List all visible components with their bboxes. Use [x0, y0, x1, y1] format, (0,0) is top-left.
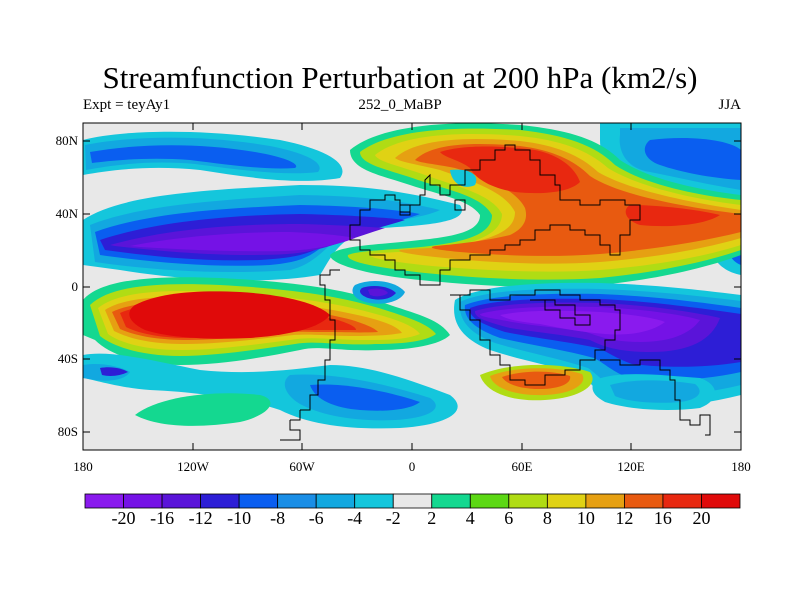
colorbar-swatch	[662, 493, 702, 509]
colorbar-label: 20	[692, 508, 711, 528]
colorbar-label: 2	[427, 508, 437, 528]
colorbar-label: 4	[465, 508, 475, 528]
colorbar-swatch	[161, 493, 201, 509]
x-tick-label-0: 0	[408, 459, 416, 474]
y-tick-label-0: 0	[71, 279, 79, 294]
y-ticks	[83, 140, 741, 433]
streamfunction-field	[83, 123, 741, 450]
continent-outlines	[83, 144, 741, 450]
x-tick-label-120e: 120E	[617, 459, 645, 474]
y-tick-label-40s: 40S	[57, 351, 78, 366]
colorbar-swatch	[701, 493, 741, 509]
x-ticks	[192, 123, 632, 450]
colorbar-label: 6	[504, 508, 514, 528]
colorbar-label: -6	[308, 508, 324, 528]
plot-title: Streamfunction Perturbation at 200 hPa (…	[102, 60, 698, 95]
colorbar-label: -12	[188, 508, 213, 528]
x-tick-label-60w: 60W	[289, 459, 315, 474]
period-label: 252_0_MaBP	[358, 97, 442, 113]
season-label: JJA	[718, 97, 741, 113]
colorbar-label: -4	[347, 508, 363, 528]
x-tick-label-180w: 180	[73, 459, 93, 474]
colorbar-swatch	[238, 493, 279, 509]
colorbar-label: 8	[542, 508, 552, 528]
colorbar-label: 12	[615, 508, 634, 528]
colorbar-swatch	[277, 493, 317, 509]
colorbar-label: -20	[111, 508, 136, 528]
colorbar-label: -8	[270, 508, 286, 528]
colorbar-label: -10	[227, 508, 252, 528]
colorbar-swatch	[84, 493, 124, 509]
y-tick-label-40n: 40N	[55, 206, 78, 221]
colorbar	[84, 493, 741, 509]
x-tick-label-60e: 60E	[511, 459, 533, 474]
colorbar-swatch	[392, 493, 433, 509]
y-tick-label-80n: 80N	[55, 133, 78, 148]
experiment-label: Expt = teyAy1	[83, 97, 171, 113]
colorbar-swatch	[354, 493, 394, 509]
x-tick-label-180e: 180	[731, 459, 751, 474]
colorbar-swatch	[431, 493, 471, 509]
colorbar-label: 10	[576, 508, 595, 528]
colorbar-swatch	[624, 493, 664, 509]
colorbar-swatch	[123, 493, 163, 509]
colorbar-swatch	[546, 493, 587, 509]
x-tick-label-120w: 120W	[177, 459, 209, 474]
colorbar-label: -2	[385, 508, 401, 528]
colorbar-swatch	[200, 493, 240, 509]
colorbar-swatch	[315, 493, 356, 509]
colorbar-label: -16	[150, 508, 175, 528]
colorbar-swatch	[508, 493, 548, 509]
colorbar-label: 16	[653, 508, 672, 528]
y-tick-label-80s: 80S	[57, 424, 78, 439]
colorbar-swatch	[585, 493, 625, 509]
colorbar-swatch	[469, 493, 510, 509]
